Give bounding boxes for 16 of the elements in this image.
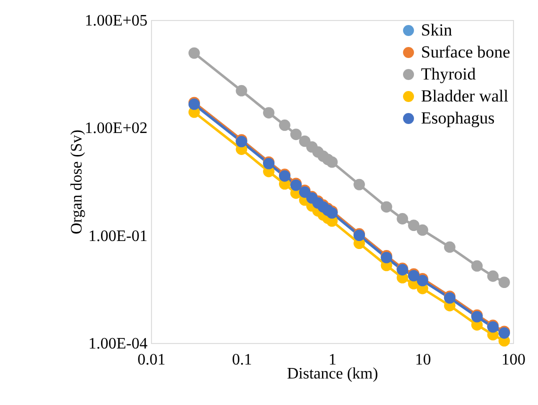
legend-label: Surface bone — [421, 42, 510, 62]
y-tick-label: 1.00E-01 — [88, 228, 148, 245]
legend-label: Skin — [421, 20, 453, 40]
y-axis-title: Organ dose (Sv) — [68, 130, 86, 234]
x-tick-label: 10 — [415, 352, 431, 368]
y-tick-label: 1.00E+05 — [84, 12, 148, 30]
x-tick-label: 0.01 — [138, 352, 166, 368]
y-tick-label: 1.00E+02 — [84, 120, 148, 138]
x-tick-label: 0.1 — [232, 352, 252, 368]
y-tick-label: 1.00E-04 — [88, 336, 148, 352]
legend-label: Esophagus — [421, 108, 495, 128]
legend-label: Bladder wall — [421, 86, 509, 106]
x-tick-label: 1 — [328, 352, 336, 368]
x-tick-label: 100 — [502, 352, 526, 368]
legend-label: Thyroid — [421, 64, 476, 84]
x-axis-title: Distance (km) — [286, 366, 378, 382]
